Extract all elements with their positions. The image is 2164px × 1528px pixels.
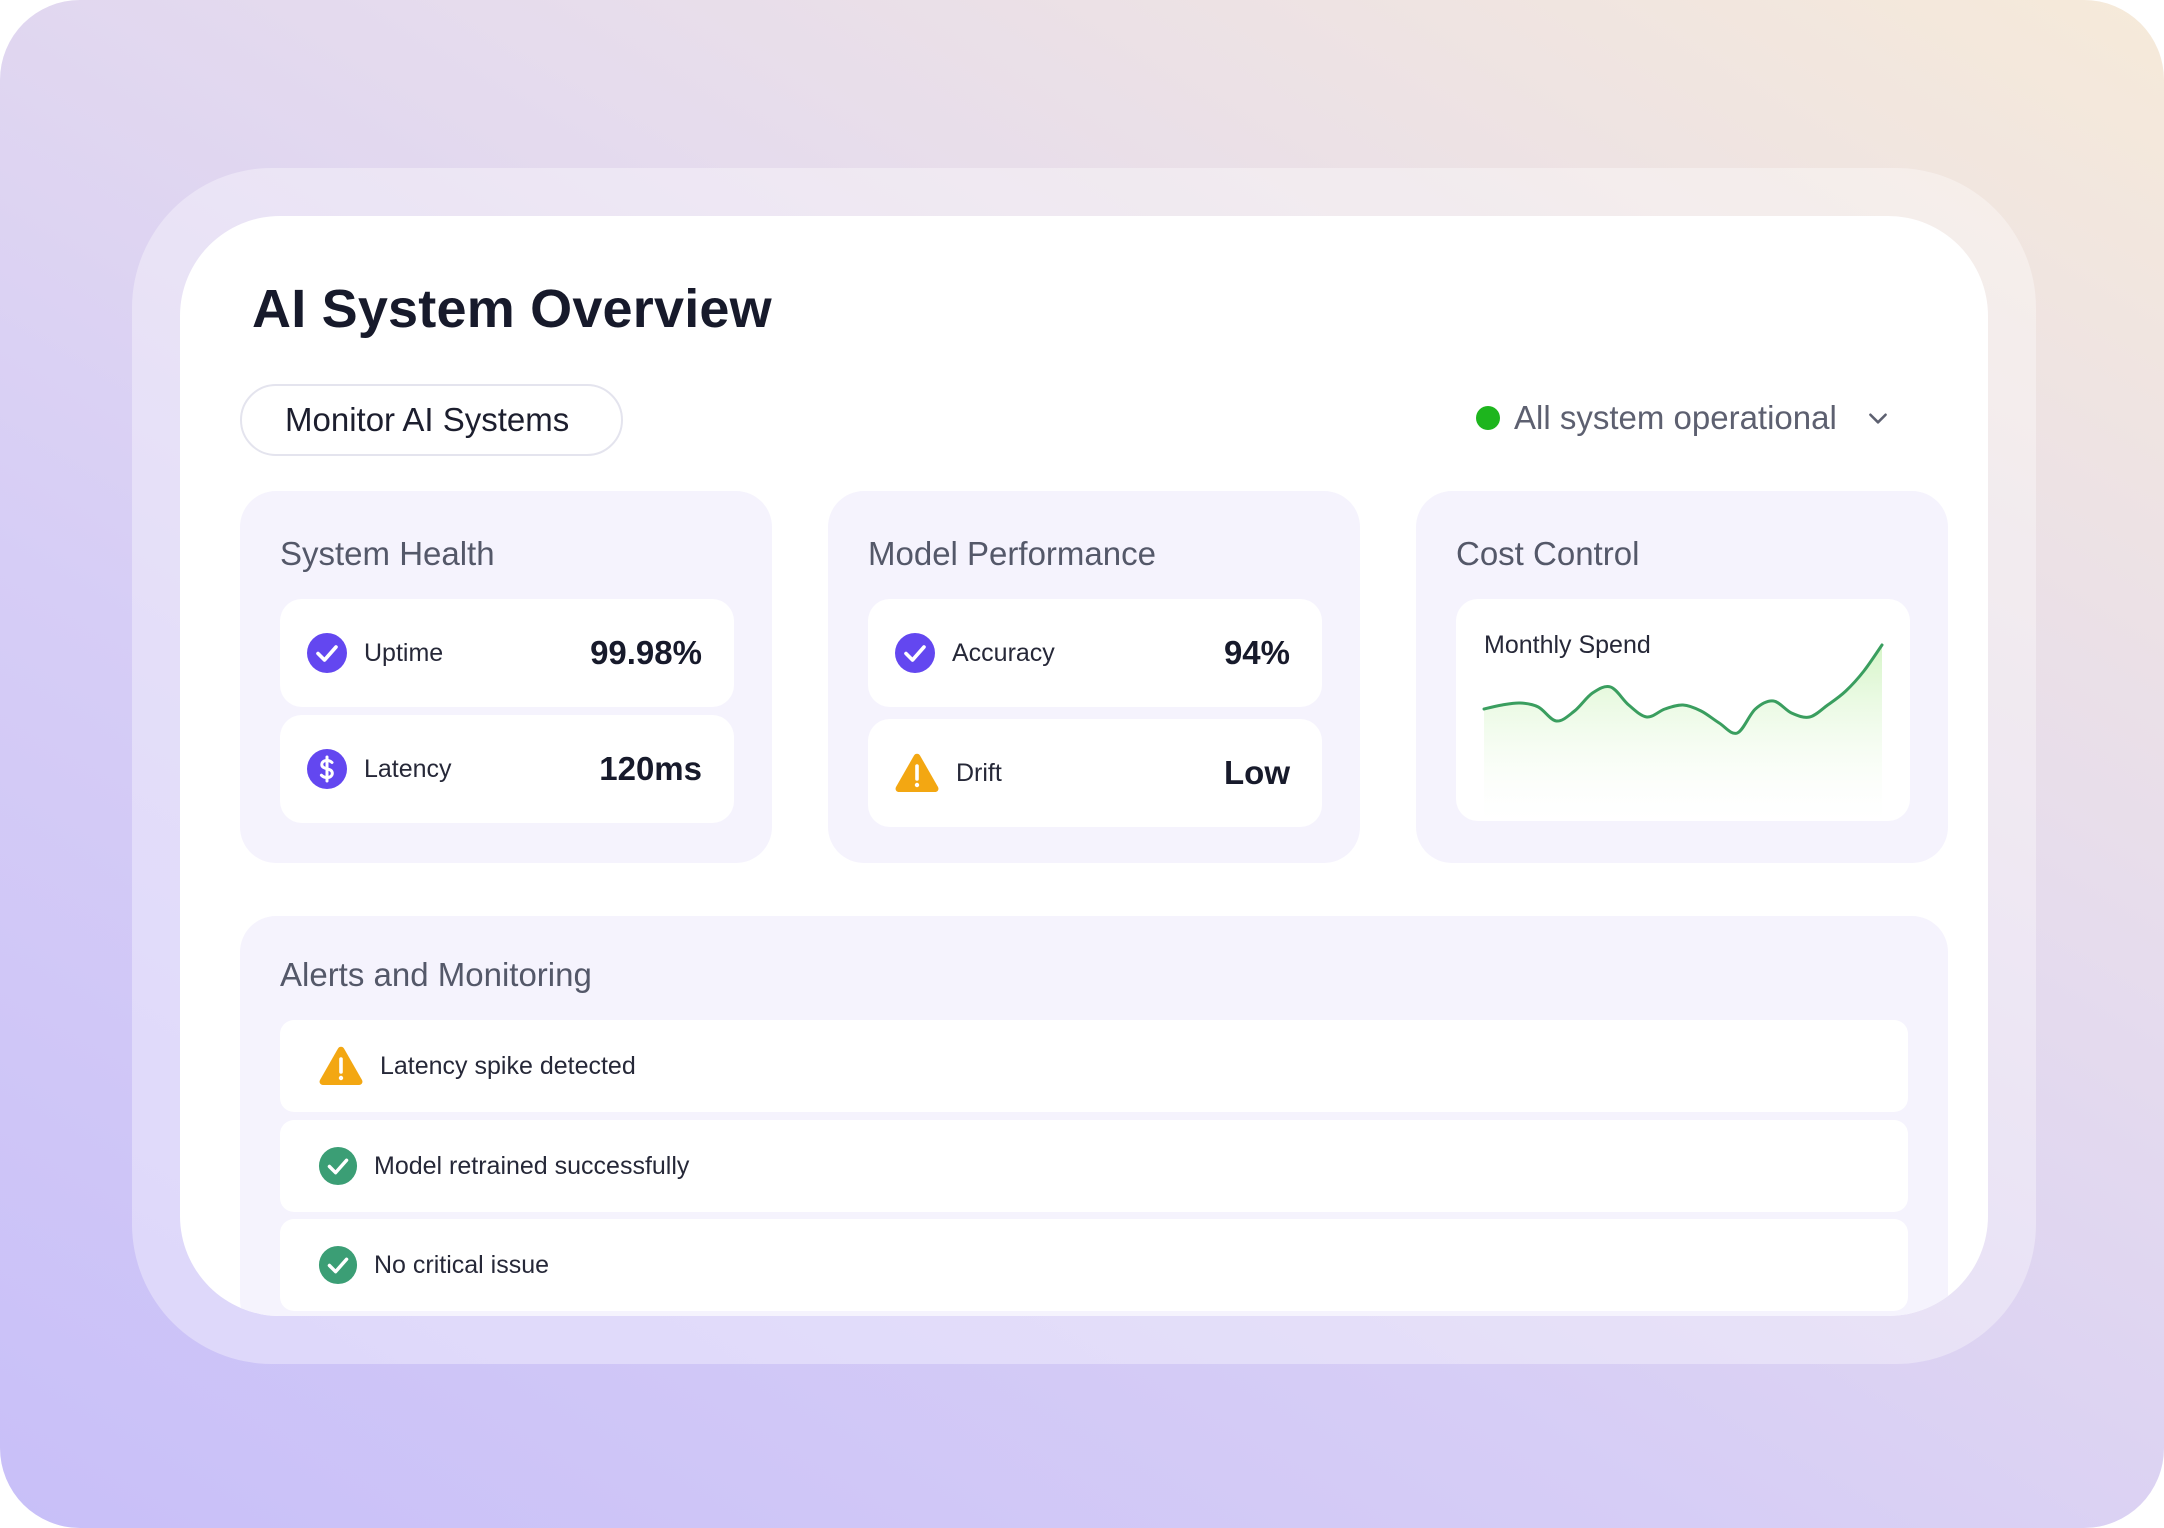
check-circle-icon (307, 633, 347, 673)
uptime-value: 99.98% (590, 634, 702, 671)
page-title: AI System Overview (252, 279, 772, 339)
latency-value: 120ms (599, 750, 702, 787)
system-health-card: System Health Uptime 99.98% Latency 120m… (240, 491, 772, 863)
uptime-label: Uptime (364, 638, 444, 667)
alerts-card: Alerts and Monitoring Latency spike dete… (240, 916, 1948, 1316)
alert-text: No critical issue (374, 1250, 550, 1279)
latency-label: Latency (364, 754, 452, 783)
alerts-title: Alerts and Monitoring (280, 956, 592, 993)
system-health-title: System Health (280, 535, 495, 572)
alert-item-model-retrained[interactable]: Model retrained successfully (280, 1120, 1908, 1212)
accuracy-label: Accuracy (952, 638, 1055, 667)
monthly-spend-chart: Monthly Spend (1456, 599, 1910, 821)
accuracy-metric: Accuracy 94% (868, 599, 1322, 707)
alert-text: Model retrained successfully (374, 1151, 690, 1180)
status-dot-icon (1476, 406, 1500, 430)
alert-text: Latency spike detected (380, 1051, 636, 1080)
spend-area-fill (1484, 645, 1882, 821)
check-circle-icon (318, 1146, 358, 1186)
monitor-ai-systems-button[interactable]: Monitor AI Systems (240, 384, 623, 456)
spend-sparkline (1482, 643, 1884, 821)
model-performance-card: Model Performance Accuracy 94% Drift Low (828, 491, 1360, 863)
accuracy-value: 94% (1223, 634, 1290, 671)
system-status-dropdown[interactable]: All system operational (1476, 392, 1891, 444)
cost-control-title: Cost Control (1456, 535, 1640, 572)
cost-control-card: Cost Control Monthly Spend (1416, 491, 1948, 863)
check-circle-icon (318, 1245, 358, 1285)
dollar-circle-icon (307, 749, 347, 789)
uptime-metric: Uptime 99.98% (280, 599, 734, 707)
drift-value: Low (1224, 754, 1290, 791)
model-performance-title: Model Performance (868, 535, 1156, 572)
dashboard-panel: AI System Overview Monitor AI Systems Al… (180, 216, 1988, 1316)
chevron-down-icon (1868, 413, 1887, 424)
drift-metric: Drift Low (868, 719, 1322, 827)
drift-label: Drift (956, 758, 1002, 787)
alert-item-no-critical[interactable]: No critical issue (280, 1219, 1908, 1311)
check-circle-icon (895, 633, 935, 673)
warning-triangle-icon (319, 1046, 363, 1085)
status-text: All system operational (1514, 399, 1837, 436)
spend-line (1482, 643, 1884, 735)
warning-triangle-icon (895, 753, 939, 792)
monthly-spend-label: Monthly Spend (1484, 631, 1651, 659)
latency-metric: Latency 120ms (280, 715, 734, 823)
alert-item-latency-spike[interactable]: Latency spike detected (280, 1020, 1908, 1112)
